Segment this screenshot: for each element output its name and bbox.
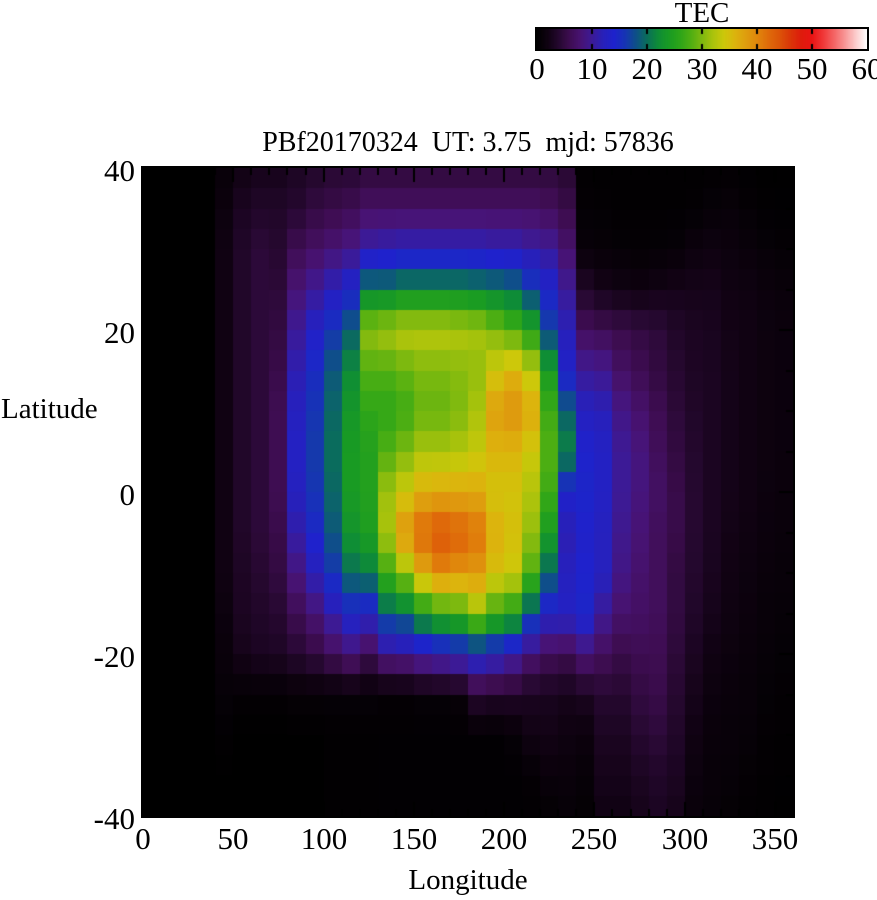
y-tick-label: 20	[104, 315, 135, 350]
x-tick-label: 250	[570, 821, 618, 856]
x-tick-label: 150	[390, 821, 438, 856]
colorbar-tick-label: 0	[529, 51, 545, 86]
plot-title: PBf20170324 UT: 3.75 mjd: 57836	[262, 127, 674, 158]
colorbar-tick-label: 30	[686, 51, 718, 86]
y-tick-label: -20	[93, 639, 135, 674]
colorbar-frame	[535, 27, 869, 51]
y-tick-label: 0	[119, 477, 136, 512]
colorbar-tick-label: 20	[631, 51, 663, 86]
y-tick-label: -40	[93, 801, 135, 836]
y-axis-label: Latitude	[1, 393, 98, 425]
colorbar-title: TEC	[674, 0, 730, 29]
x-tick-label: 50	[217, 821, 249, 856]
plot-frame	[141, 166, 795, 818]
colorbar-tick-label: 50	[796, 51, 828, 86]
x-tick-label: 300	[661, 821, 709, 856]
colorbar-tick-label: 10	[576, 51, 608, 86]
x-tick-label: 100	[300, 821, 348, 856]
x-tick-label: 350	[751, 821, 799, 856]
x-axis-label: Longitude	[408, 864, 528, 896]
x-tick-label: 200	[480, 821, 528, 856]
heatmap-canvas	[143, 168, 793, 816]
colorbar-tick-label: 40	[741, 51, 773, 86]
x-tick-label: 0	[135, 821, 151, 856]
colorbar-tick-label: 60	[851, 51, 877, 86]
y-tick-label: 40	[104, 153, 135, 188]
colorbar-canvas	[537, 29, 867, 49]
